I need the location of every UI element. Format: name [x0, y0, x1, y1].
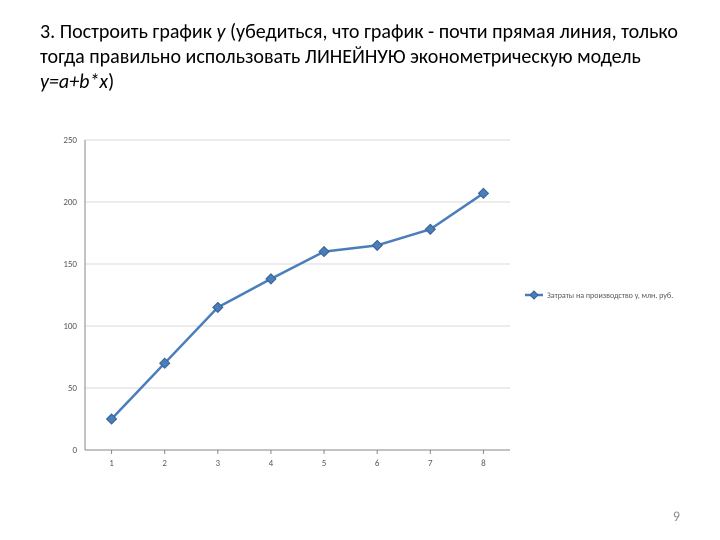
- svg-text:0: 0: [72, 445, 77, 456]
- slide-title: 3. Построить график y (убедиться, что гр…: [40, 20, 680, 95]
- svg-text:7: 7: [428, 458, 433, 469]
- line-chart: 0 50 100 150 200 250 1 2 3 4 5 6 7 8 Затраты на произв…: [30, 130, 690, 480]
- svg-text:5: 5: [322, 458, 327, 469]
- svg-text:2: 2: [162, 458, 167, 469]
- svg-text:Затраты на производство y, млн: Затраты на производство y, млн. руб.: [547, 291, 673, 301]
- svg-text:250: 250: [63, 135, 77, 146]
- svg-text:3: 3: [216, 458, 221, 469]
- svg-text:100: 100: [63, 321, 77, 332]
- page-number: 9: [673, 508, 680, 525]
- chart-svg: 0 50 100 150 200 250 1 2 3 4 5 6 7 8 Затраты на произв…: [30, 130, 690, 480]
- title-prefix: 3. Построить график: [40, 20, 217, 44]
- title-formula: y=a+b*x: [40, 70, 108, 94]
- svg-text:50: 50: [68, 383, 78, 394]
- svg-text:6: 6: [375, 458, 380, 469]
- slide: 3. Построить график y (убедиться, что гр…: [0, 0, 720, 540]
- svg-text:1: 1: [109, 458, 114, 469]
- svg-text:8: 8: [481, 458, 486, 469]
- svg-text:200: 200: [63, 197, 77, 208]
- svg-text:150: 150: [63, 259, 77, 270]
- svg-text:4: 4: [269, 458, 274, 469]
- title-suffix: ): [108, 70, 114, 94]
